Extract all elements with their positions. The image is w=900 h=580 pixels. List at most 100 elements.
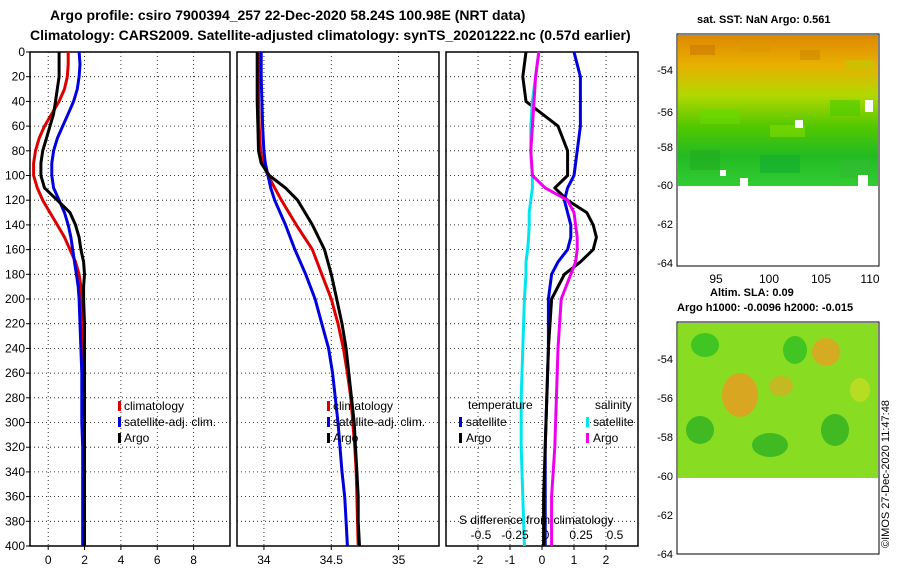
header-line1: Argo profile: csiro 7900394_257 22-Dec-2…: [50, 7, 525, 23]
depth-tick-label: 280: [5, 391, 25, 405]
depth-tick-labels: 0 20 40 60 80 100 120 140 160 180 200 220 240 260 280 3…: [5, 45, 25, 553]
x-tick-label: -1: [505, 553, 516, 567]
sst-lat-tick: -64: [657, 258, 673, 270]
x-tick-label: 4: [118, 553, 125, 567]
sla-lat-tick: -54: [657, 354, 673, 366]
legend-swatch-climatology: [118, 401, 121, 411]
sst-patch: [800, 50, 820, 60]
x-tick-label: 0: [45, 553, 52, 567]
legend-swatch-argo: [327, 433, 330, 443]
legend-label-climatology: climatology: [333, 399, 393, 413]
sst-map: -54 -56 -58 -60 -62 -64 95 100 105 110: [657, 33, 880, 286]
salinity-legend: climatology satellite-adj. clim. Argo: [327, 399, 425, 445]
sst-map-texture: [690, 40, 873, 178]
series-line-temperature-argo: [521, 51, 598, 546]
legend-label-climatology: climatology: [124, 399, 184, 413]
sst-patch: [690, 150, 720, 170]
depth-tick-label: 300: [5, 416, 25, 430]
sst-patch: [830, 100, 860, 116]
depth-tick-label: 400: [5, 539, 25, 553]
x-tick-labels: 0 2 4 6 8 34 34.5 35 -2 -1 0 1 2: [45, 553, 610, 567]
sla-blob: [821, 414, 849, 446]
sst-missing-cell: [858, 175, 868, 186]
difference-legend-salinity: salinity satellite Argo: [586, 398, 634, 445]
sst-lat-tick: -54: [657, 65, 673, 77]
depth-tick-label: 360: [5, 490, 25, 504]
s-difference-axis-label: S difference from climatology: [459, 513, 614, 527]
s-diff-tick: -0.5: [471, 528, 492, 542]
legend-label-sal-satellite: satellite: [593, 415, 634, 429]
legend-label-argo: Argo: [333, 431, 359, 445]
sla-blob: [691, 333, 719, 357]
depth-tick-label: 220: [5, 317, 25, 331]
sst-map-missing-data: [720, 100, 873, 186]
x-tick-label: 8: [190, 553, 197, 567]
depth-tick-label: 320: [5, 440, 25, 454]
header-line2: Climatology: CARS2009. Satellite-adjuste…: [30, 27, 631, 43]
s-diff-tick: -0.25: [501, 528, 529, 542]
legend-title-temperature: temperature: [468, 398, 533, 412]
depth-tick-label: 200: [5, 292, 25, 306]
legend-title-salinity: salinity: [595, 398, 632, 412]
legend-label-temp-satellite: satellite: [466, 415, 507, 429]
sla-blob: [686, 416, 714, 444]
depth-tick-label: 80: [12, 144, 26, 158]
sla-blob: [812, 338, 840, 366]
series-line-satellite-adj-clim-: [50, 51, 85, 546]
grid-layer: [26, 51, 638, 550]
sla-map-texture: [686, 333, 870, 457]
x-tick-label: 1: [571, 553, 578, 567]
legend-swatch-satellite: [118, 417, 121, 427]
series-layer: [32, 51, 598, 547]
sst-lat-tick: -58: [657, 142, 673, 154]
sla-map-title-2: Argo h1000: -0.0096 h2000: -0.015: [677, 302, 853, 314]
depth-tick-label: 40: [12, 94, 26, 108]
legend-label-argo: Argo: [124, 431, 150, 445]
depth-tick-label: 240: [5, 341, 25, 355]
legend-label-satellite: satellite-adj. clim.: [124, 415, 216, 429]
sla-lat-tick: -58: [657, 432, 673, 444]
series-line-salinity-argo: [529, 51, 579, 546]
sla-blob: [850, 378, 870, 402]
s-diff-tick: 0.5: [607, 528, 624, 542]
legend-label-sal-argo: Argo: [593, 431, 619, 445]
sst-lat-tick: -56: [657, 107, 673, 119]
x-tick-label: 0: [539, 553, 546, 567]
depth-tick-label: 100: [5, 169, 25, 183]
sst-lon-tick: 105: [811, 272, 831, 286]
series-line-satellite-adj-clim-: [259, 52, 349, 547]
legend-swatch-climatology: [327, 401, 330, 411]
x-tick-label: -2: [473, 553, 484, 567]
sst-lon-tick: 95: [709, 272, 723, 286]
sla-blob: [722, 373, 758, 417]
depth-tick-label: 160: [5, 243, 25, 257]
sla-blob: [752, 433, 788, 457]
sla-map: -54 -56 -58 -60 -62 -64: [657, 321, 880, 561]
depth-tick-label: 340: [5, 465, 25, 479]
legend-swatch-temp-argo: [459, 433, 462, 443]
sla-blob: [783, 336, 807, 364]
x-tick-label: 34: [257, 553, 271, 567]
x-tick-label: 35: [392, 553, 406, 567]
depth-tick-label: 60: [12, 119, 26, 133]
legend-label-temp-argo: Argo: [466, 431, 492, 445]
imos-credit: ©IMOS 27-Dec-2020 11:47:48: [880, 400, 892, 548]
x-tick-label: 34.5: [320, 553, 344, 567]
legend-swatch-sal-argo: [586, 433, 589, 443]
depth-tick-label: 260: [5, 366, 25, 380]
legend-swatch-sal-satellite: [586, 417, 589, 427]
sla-lat-tick: -64: [657, 549, 673, 561]
x-tick-label: 2: [603, 553, 610, 567]
sst-map-title: sat. SST: NaN Argo: 0.561: [697, 14, 830, 26]
series-line-argo: [255, 52, 361, 547]
sla-lat-tick: -56: [657, 393, 673, 405]
depth-tick-label: 120: [5, 193, 25, 207]
sst-patch: [700, 110, 740, 124]
sla-lat-tick: -62: [657, 510, 673, 522]
sst-lat-tick: -62: [657, 219, 673, 231]
legend-label-satellite: satellite-adj. clim.: [333, 415, 425, 429]
x-tick-label: 6: [154, 553, 161, 567]
sla-blob: [769, 376, 793, 396]
legend-swatch-temp-satellite: [459, 417, 462, 427]
